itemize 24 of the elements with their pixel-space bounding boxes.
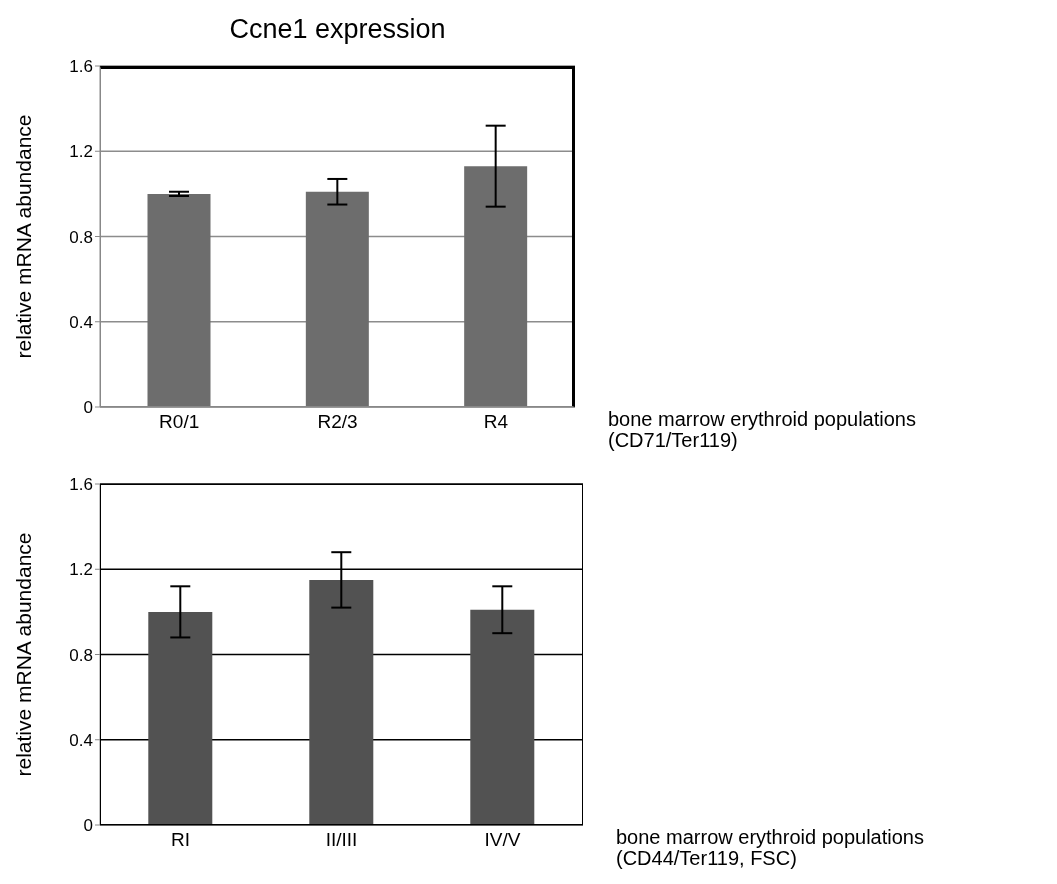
y-tick-label: 0.8	[69, 645, 93, 665]
x-axis-title: bone marrow erythroid populations (CD44/Ter119, FSC)	[616, 826, 924, 869]
y-tick-label: 1.6	[69, 475, 93, 495]
y-tick-label: 0	[83, 398, 93, 418]
x-tick-label: R4	[483, 411, 509, 433]
x-tick-label: II/III	[325, 829, 358, 851]
x-axis-title: bone marrow erythroid populations (CD71/Ter119)	[608, 408, 916, 451]
bar	[470, 609, 535, 825]
y-tick-label: 1.2	[69, 142, 93, 162]
y-axis-title: relative mRNA abundance	[12, 532, 36, 777]
x-tick-label: R0/1	[159, 411, 200, 433]
x-tick-label: R2/3	[317, 411, 358, 433]
y-tick-label: 0.4	[69, 730, 93, 750]
bar	[148, 611, 213, 825]
x-tick-label: IV/V	[484, 829, 521, 851]
x-tick-label: RI	[171, 829, 190, 851]
bar	[309, 579, 374, 825]
y-axis-title: relative mRNA abundance	[12, 114, 36, 359]
y-tick-label: 1.2	[69, 560, 93, 580]
y-tick-label: 0	[83, 816, 93, 836]
chart-title: Ccne1 expression	[228, 14, 447, 45]
y-tick-label: 0.4	[69, 312, 93, 332]
y-tick-label: 1.6	[69, 57, 93, 77]
y-tick-label: 0.8	[69, 227, 93, 247]
